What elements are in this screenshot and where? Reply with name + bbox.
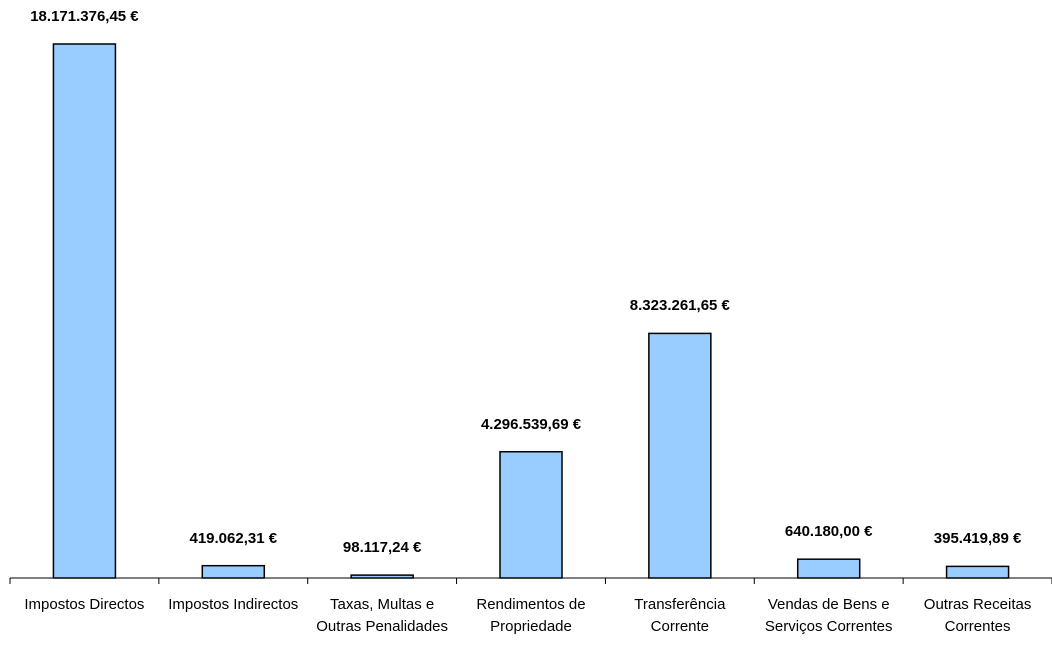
bar [945, 565, 1010, 579]
x-tick-label: Rendimentos de Propriedade [476, 596, 586, 635]
value-label: 98.117,24 € [342, 539, 422, 557]
x-tick-label: Impostos Indirectos [168, 596, 299, 613]
value-label: 18.171.376,45 € [30, 8, 139, 25]
value-label: 395.419,89 € [933, 530, 1022, 548]
x-tick-label: Transferência Corrente [634, 596, 726, 635]
x-tick-label: Impostos Directos [24, 596, 145, 613]
x-tick-label: Outras Receitas Correntes [923, 596, 1032, 635]
bar [648, 332, 712, 579]
bar [52, 43, 117, 579]
value-label: 4.296.539,69 € [480, 415, 582, 433]
bar [796, 558, 861, 579]
bar [499, 450, 563, 579]
value-label: 640.180,00 € [784, 523, 873, 541]
bar [350, 574, 414, 579]
x-tick-label: Taxas, Multas e Outras Penalidades [316, 596, 449, 635]
value-label: 419.062,31 € [189, 529, 278, 547]
x-tick-label: Vendas de Bens e Serviços Correntes [764, 596, 893, 635]
bar [201, 564, 266, 579]
value-label: 8.323.261,65 € [629, 297, 730, 315]
